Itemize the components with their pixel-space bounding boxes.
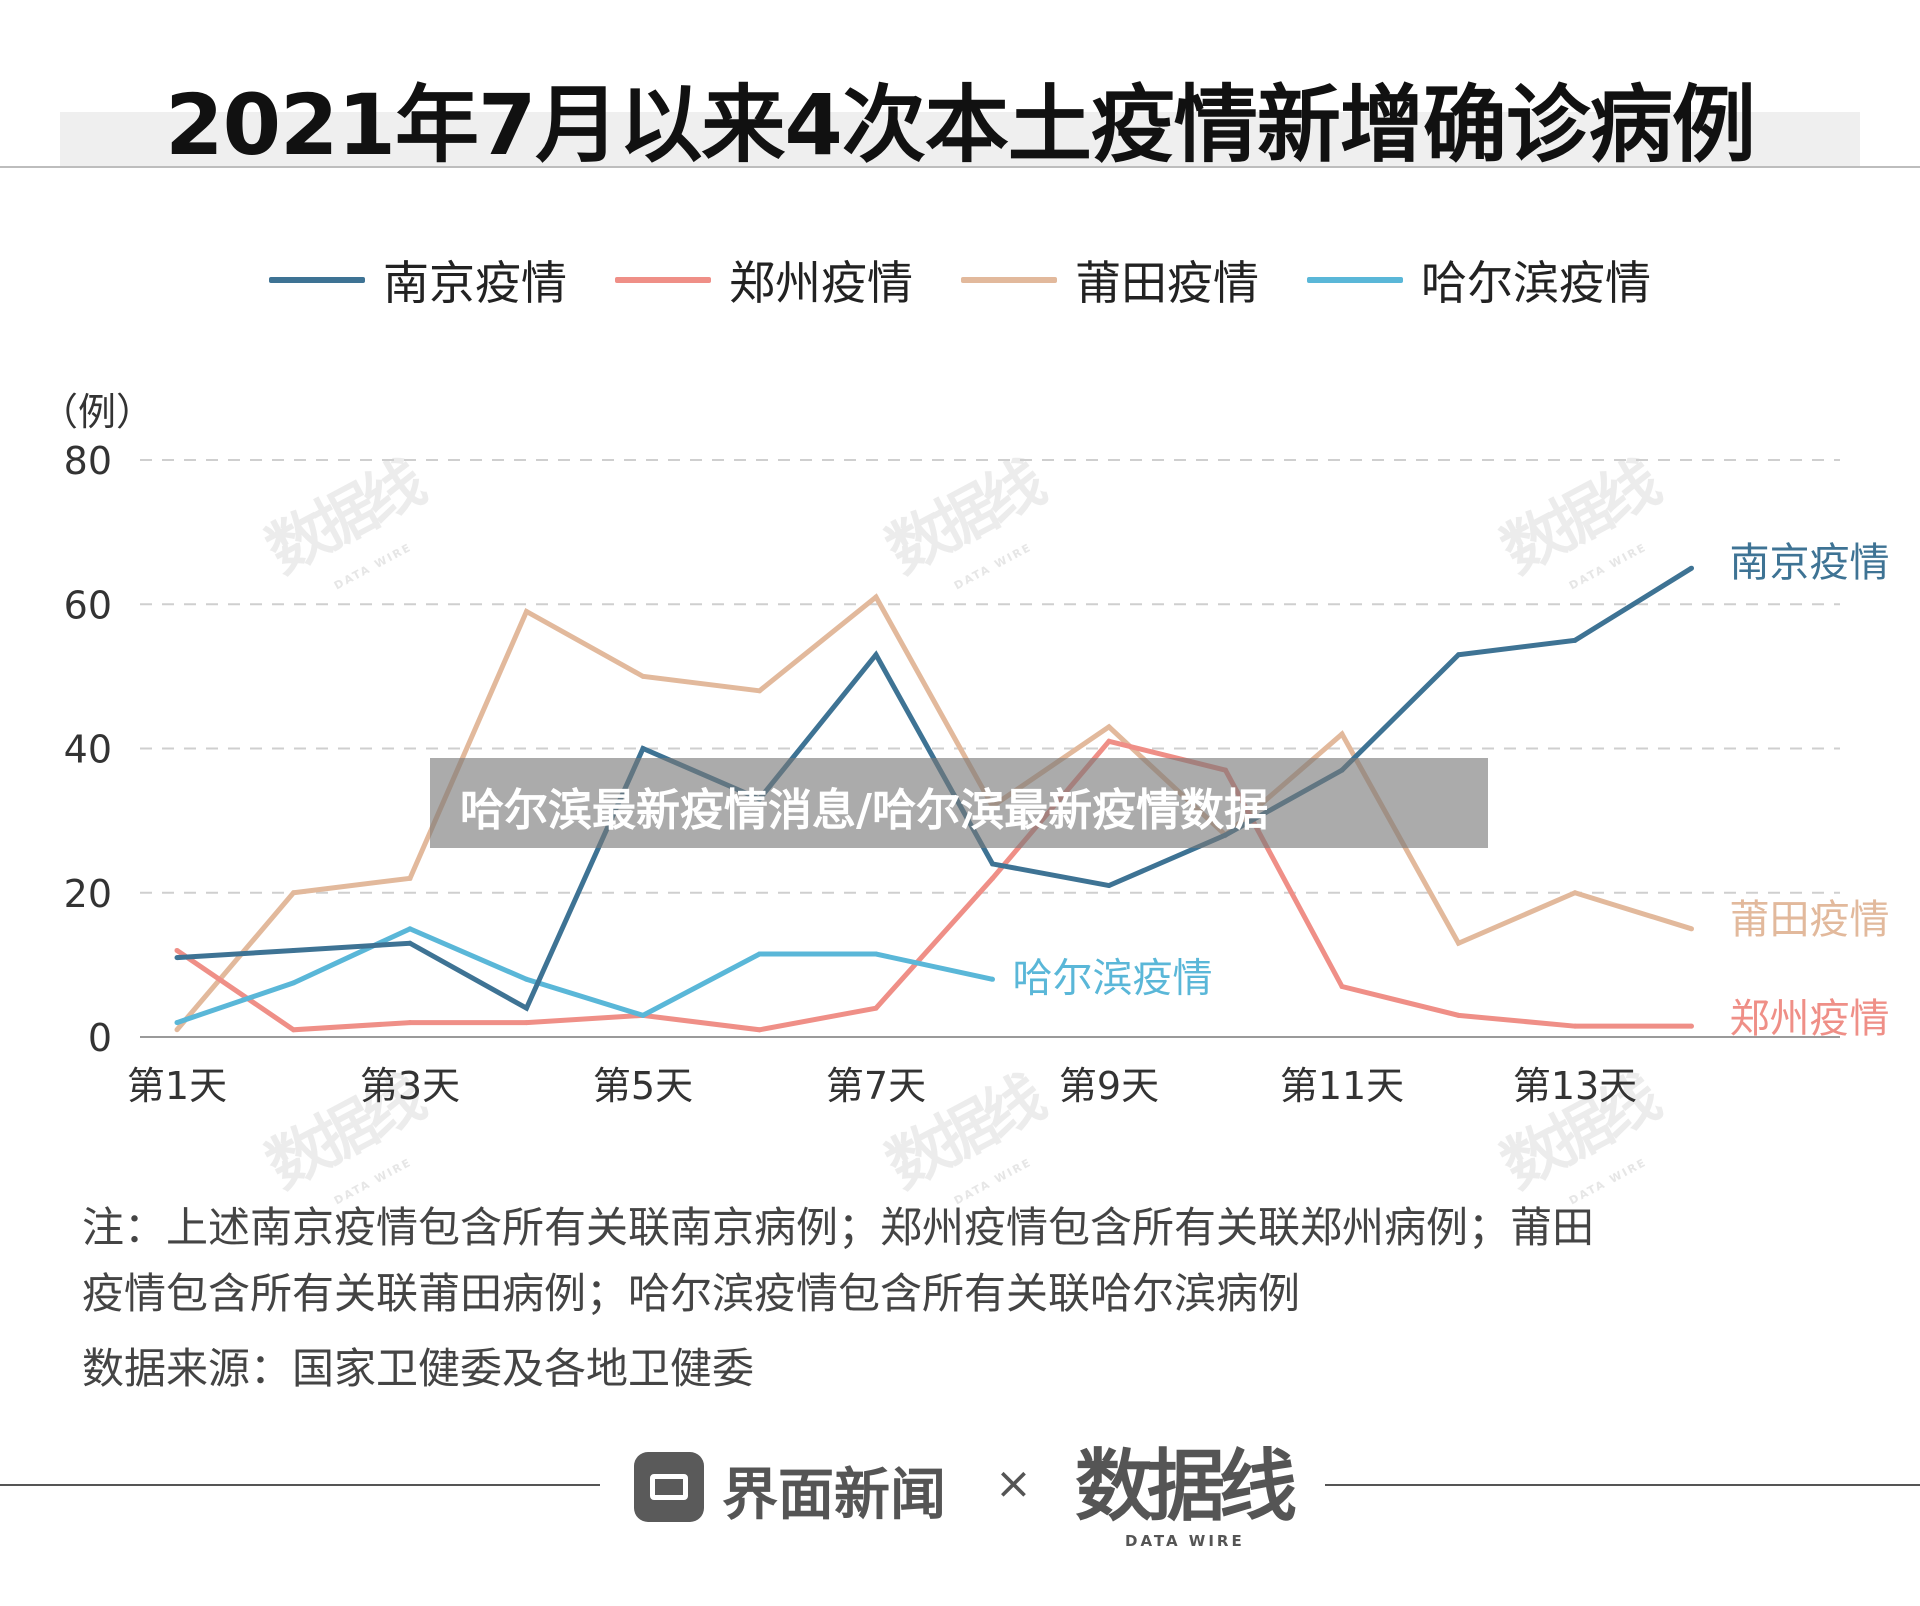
y-tick-label: 40 — [64, 728, 112, 772]
data-point — [640, 1012, 646, 1018]
data-point — [524, 976, 529, 982]
footer-rule-right — [1325, 1484, 1920, 1486]
data-point — [1456, 940, 1461, 946]
x-tick-label: 第5天 — [593, 1064, 693, 1108]
data-point — [1456, 1012, 1461, 1018]
data-point — [407, 926, 413, 932]
overlay-banner-text: 哈尔滨最新疫情消息/哈尔滨最新疫情数据 — [460, 785, 1269, 836]
data-source: 数据来源：国家卫健委及各地卫健委 — [82, 1344, 755, 1393]
x-tick-label: 第9天 — [1059, 1064, 1159, 1108]
overlay-banner: 哈尔滨最新疫情消息/哈尔滨最新疫情数据 — [430, 758, 1488, 848]
chart-title: 2021年7月以来4次本土疫情新增确诊病例 — [165, 76, 1756, 174]
data-point — [1106, 883, 1112, 889]
data-point — [407, 1020, 413, 1026]
legend-label: 南京疫情 — [383, 256, 567, 310]
x-tick-label: 第3天 — [360, 1064, 460, 1108]
legend-item-putian: 莆田疫情 — [961, 247, 1259, 313]
jiemian-logo-mark — [650, 1474, 688, 1500]
series-line-2 — [175, 738, 1692, 1033]
legend-swatch — [961, 277, 1057, 283]
x-tick-label: 第1天 — [127, 1064, 227, 1108]
data-point — [1339, 731, 1345, 737]
data-point — [1572, 637, 1578, 643]
data-point — [873, 594, 879, 600]
line-chart: （例） 0 20 40 60 80 第1天 第3天 第5天 第7天 第9天 第11天 第13天 南京疫情郑… — [0, 380, 1920, 1134]
legend-label: 莆田疫情 — [1075, 256, 1259, 310]
y-tick-label: 60 — [64, 583, 112, 627]
data-point — [291, 980, 296, 986]
data-point — [407, 875, 413, 881]
data-point — [1456, 652, 1461, 658]
legend-item-zhengzhou: 郑州疫情 — [615, 247, 913, 313]
y-tick-label: 0 — [88, 1016, 112, 1060]
data-point — [873, 951, 879, 957]
title-band — [60, 112, 1860, 166]
brand-name: 界面新闻 — [722, 1463, 946, 1528]
chart-notes: 注：上述南京疫情包含所有关联南京病例；郑州疫情包含所有关联郑州病例；莆田 疫情包… — [82, 1195, 1862, 1327]
data-point — [407, 940, 413, 946]
footer-rule-left — [0, 1484, 600, 1486]
legend-swatch — [615, 277, 711, 283]
title-divider — [0, 166, 1920, 168]
data-point — [757, 1027, 762, 1033]
data-point — [291, 947, 296, 953]
data-point — [873, 1005, 879, 1011]
data-point — [174, 947, 180, 953]
series-line-3 — [175, 593, 1693, 1032]
series-end-label: 哈尔滨疫情 — [1013, 955, 1213, 1001]
series-end-label: 郑州疫情 — [1730, 996, 1890, 1042]
data-point — [1106, 738, 1112, 744]
brand-separator: × — [995, 1458, 1032, 1509]
data-point — [1689, 926, 1694, 932]
note-line: 疫情包含所有关联莆田病例；哈尔滨疫情包含所有关联哈尔滨病例 — [82, 1269, 1301, 1318]
data-point — [1106, 724, 1112, 730]
data-point — [990, 875, 995, 881]
legend-label: 哈尔滨疫情 — [1421, 256, 1651, 310]
data-point — [640, 746, 646, 751]
data-point — [1689, 565, 1694, 571]
chart-svg: （例） 0 20 40 60 80 第1天 第3天 第5天 第7天 第9天 第11天 第13天 南京疫情郑… — [40, 390, 1890, 1108]
legend-item-harbin: 哈尔滨疫情 — [1307, 247, 1651, 313]
series-line-4 — [176, 926, 994, 1025]
y-axis-label: （例） — [40, 390, 154, 434]
data-point — [990, 861, 995, 867]
data-point — [1572, 890, 1578, 896]
series-end-label: 南京疫情 — [1730, 540, 1890, 586]
series-end-label: 莆田疫情 — [1730, 897, 1890, 943]
data-point — [524, 608, 529, 614]
data-point — [873, 652, 879, 658]
note-line: 注：上述南京疫情包含所有关联南京病例；郑州疫情包含所有关联郑州病例；莆田 — [82, 1203, 1595, 1252]
data-point — [757, 951, 762, 957]
partner-logo-sub: DATA WIRE — [1125, 1532, 1245, 1550]
data-point — [291, 1027, 296, 1033]
data-point — [1572, 1023, 1578, 1029]
footer: 界面新闻 × 数据线 DATA WIRE — [0, 1420, 1920, 1560]
partner-logo: 数据线 — [1075, 1442, 1297, 1532]
data-point — [990, 976, 995, 982]
data-point — [1689, 1023, 1694, 1029]
data-point — [1339, 984, 1345, 990]
data-point — [524, 1020, 529, 1026]
legend: 南京疫情 郑州疫情 莆田疫情 哈尔滨疫情 — [0, 245, 1920, 315]
x-tick-label: 第11天 — [1280, 1064, 1404, 1108]
x-tick-label: 第13天 — [1513, 1064, 1637, 1108]
jiemian-logo-icon — [634, 1452, 704, 1522]
legend-label: 郑州疫情 — [729, 256, 913, 310]
y-tick-label: 80 — [64, 439, 112, 483]
data-point — [524, 1005, 529, 1011]
data-point — [291, 890, 296, 896]
data-point — [757, 688, 762, 694]
data-point — [174, 1020, 180, 1026]
data-point — [174, 1027, 180, 1033]
data-point — [640, 673, 646, 679]
y-tick-label: 20 — [64, 872, 112, 916]
data-point — [174, 955, 180, 961]
legend-swatch — [269, 277, 365, 283]
legend-item-nanjing: 南京疫情 — [269, 247, 567, 313]
x-tick-label: 第7天 — [826, 1064, 926, 1108]
legend-swatch — [1307, 277, 1403, 283]
